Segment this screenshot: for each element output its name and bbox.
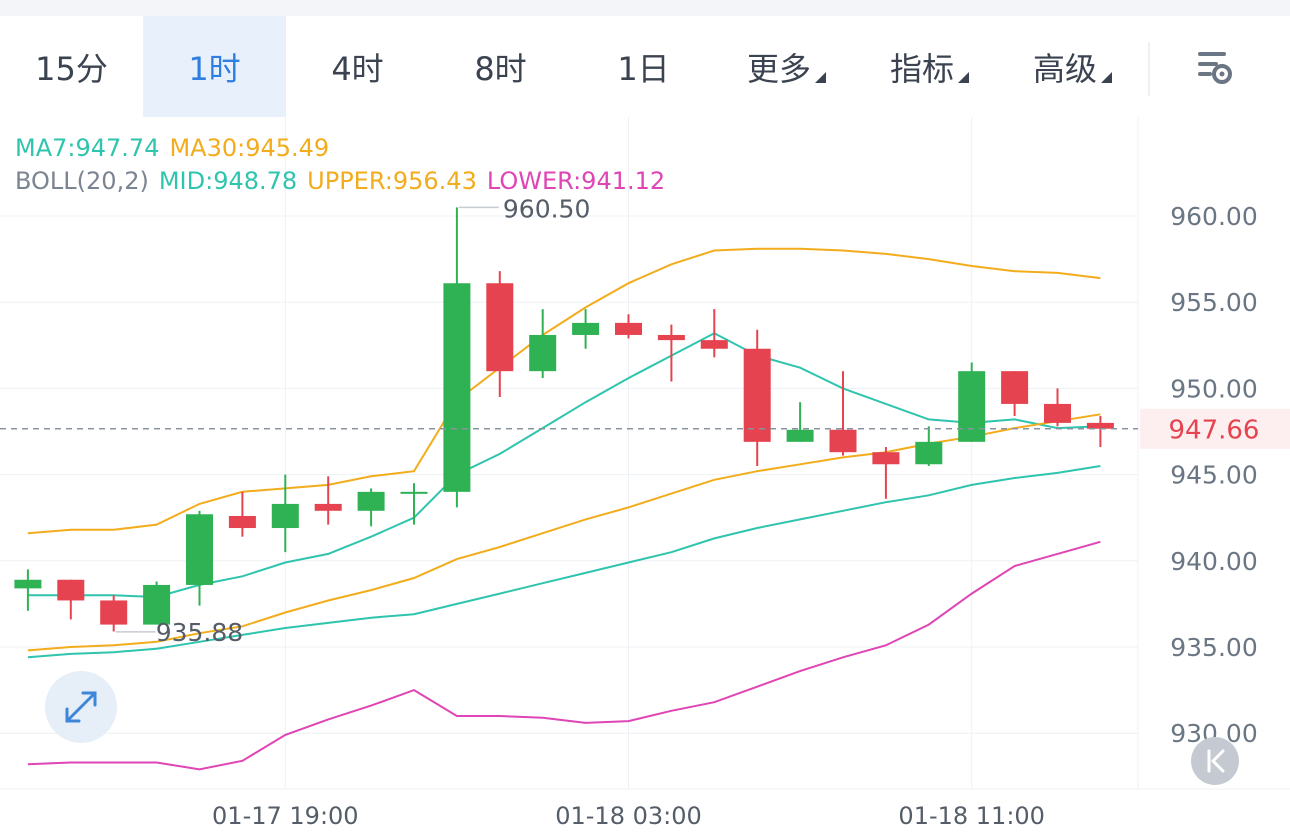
tab-label: 高级 bbox=[1032, 49, 1097, 88]
candle-body bbox=[1001, 371, 1029, 404]
y-tick-label: 960.00 bbox=[1170, 202, 1257, 231]
candle-body bbox=[357, 491, 385, 511]
legend-lower: LOWER:941.12 bbox=[486, 167, 666, 195]
candle-body bbox=[314, 503, 342, 511]
current-price-box bbox=[1140, 408, 1290, 449]
candle-body bbox=[915, 441, 943, 465]
candle-body bbox=[657, 334, 685, 341]
tab-1d[interactable]: 1日 bbox=[572, 16, 715, 117]
x-tick-label: 01-18 03:00 bbox=[555, 802, 702, 830]
dropdown-triangle-icon bbox=[958, 72, 969, 83]
tab-15min[interactable]: 15分 bbox=[0, 16, 143, 117]
candle-body bbox=[572, 322, 600, 335]
series-line-lower bbox=[27, 540, 1101, 771]
chart-settings-icon bbox=[1198, 52, 1232, 84]
current-price-label: 947.66 bbox=[1169, 416, 1260, 446]
candle-body bbox=[615, 322, 642, 335]
double-chevron-left-icon bbox=[1207, 749, 1225, 773]
candle-body bbox=[186, 514, 213, 585]
tab-4h[interactable]: 4时 bbox=[286, 16, 429, 117]
series-line-mid bbox=[27, 465, 1101, 659]
tab-more[interactable]: 更多 bbox=[715, 16, 858, 117]
y-tick-label: 940.00 bbox=[1170, 547, 1257, 576]
x-tick-label: 01-17 19:00 bbox=[212, 802, 359, 830]
candle-body bbox=[529, 334, 557, 372]
expand-arrows-icon bbox=[65, 691, 97, 723]
legend-ma30: MA30:945.49 bbox=[169, 134, 330, 162]
high-annotation-label: 960.50 bbox=[503, 194, 590, 223]
y-tick-label: 955.00 bbox=[1170, 288, 1257, 317]
tab-label: 1日 bbox=[617, 49, 670, 88]
fullscreen-button[interactable] bbox=[45, 671, 117, 743]
tab-1h[interactable]: 1时 bbox=[143, 16, 286, 117]
candle-body bbox=[1086, 422, 1114, 429]
tab-label: 1时 bbox=[188, 49, 241, 88]
candle-body bbox=[958, 371, 986, 442]
chart-settings-button[interactable] bbox=[1180, 46, 1242, 106]
candle-body bbox=[700, 340, 728, 349]
legend-ma7: MA7:947.74 bbox=[15, 134, 160, 162]
candle-body bbox=[14, 579, 42, 589]
x-tick-label: 01-18 11:00 bbox=[898, 802, 1045, 830]
low-annotation-label: 935.88 bbox=[156, 618, 243, 647]
y-tick-label: 935.00 bbox=[1170, 633, 1257, 662]
legend-mid: MID:948.78 bbox=[158, 167, 298, 195]
scroll-to-latest-button[interactable] bbox=[1191, 737, 1239, 785]
candle-body bbox=[743, 348, 771, 442]
candle-body bbox=[829, 429, 857, 453]
candle-body bbox=[872, 452, 900, 465]
candle-body bbox=[100, 600, 128, 625]
tab-indicators[interactable]: 指标 bbox=[858, 16, 1001, 117]
tab-advanced[interactable]: 高级 bbox=[1001, 16, 1144, 117]
series-line-upper bbox=[27, 247, 1101, 535]
candle-body bbox=[443, 283, 471, 492]
candle-body bbox=[143, 584, 171, 625]
candle-body bbox=[400, 491, 428, 494]
dropdown-triangle-icon bbox=[1101, 72, 1112, 83]
candle-body bbox=[786, 429, 814, 442]
candlestick-chart[interactable]: 960.00955.00950.00945.00940.00935.00930.… bbox=[0, 117, 1290, 840]
legend-boll: BOLL(20,2) bbox=[15, 167, 149, 195]
candle-body bbox=[1044, 403, 1071, 423]
tab-divider bbox=[1148, 42, 1150, 96]
tab-8h[interactable]: 8时 bbox=[429, 16, 572, 117]
ma-legend: MA7:947.74 MA30:945.49 bbox=[15, 134, 339, 162]
legend-upper: UPPER:956.43 bbox=[307, 167, 477, 195]
tab-label: 8时 bbox=[474, 49, 527, 88]
interval-tab-bar: 15分 1时 4时 8时 1日 更多 指标 高级 bbox=[0, 16, 1290, 117]
status-strip bbox=[0, 0, 1290, 16]
tab-label: 4时 bbox=[331, 49, 384, 88]
y-tick-label: 945.00 bbox=[1170, 461, 1257, 490]
candle-body bbox=[271, 503, 299, 529]
boll-legend: BOLL(20,2) MID:948.78 UPPER:956.43 LOWER:94… bbox=[15, 167, 675, 195]
candle-body bbox=[57, 579, 85, 601]
y-tick-label: 950.00 bbox=[1170, 374, 1257, 403]
tab-label: 15分 bbox=[35, 49, 108, 88]
dropdown-triangle-icon bbox=[815, 72, 826, 83]
tab-label: 更多 bbox=[746, 49, 811, 88]
candle-body bbox=[486, 283, 514, 372]
candle-body bbox=[228, 515, 256, 529]
tab-label: 指标 bbox=[889, 49, 954, 88]
